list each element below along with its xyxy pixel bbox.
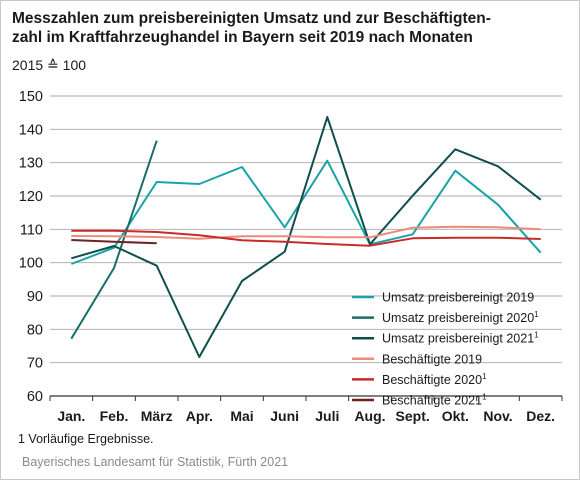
x-tick-label: März — [141, 408, 173, 424]
chart-title: Messzahlen zum preisbereinigten Umsatz u… — [12, 9, 572, 47]
y-tick-label: 60 — [27, 389, 43, 405]
y-tick-label: 120 — [19, 189, 43, 205]
y-tick-label: 150 — [19, 89, 43, 105]
x-tick-label: Okt. — [442, 408, 469, 424]
legend-label: Beschäftigte 20201 — [382, 372, 487, 387]
y-tick-label: 90 — [27, 289, 43, 305]
x-tick-label: Aug. — [354, 408, 385, 424]
y-tick-label: 80 — [27, 322, 43, 338]
footnote: 1 Vorläufige Ergebnisse. — [18, 432, 154, 446]
y-tick-label: 100 — [19, 256, 43, 272]
y-tick-label: 110 — [20, 222, 43, 238]
x-tick-label: Dez. — [526, 408, 555, 424]
series-line — [71, 116, 542, 358]
y-tick-label: 130 — [19, 156, 43, 172]
legend-label: Umsatz preisbereinigt 2019 — [382, 291, 534, 305]
x-tick-label: Apr. — [186, 408, 213, 424]
x-tick-label: Juni — [270, 408, 299, 424]
source-note: Bayerisches Landesamt für Statistik, Für… — [22, 455, 289, 469]
legend-label: Umsatz preisbereinigt 20211 — [382, 331, 539, 346]
chart-subtitle: 2015 ≙ 100 — [12, 57, 87, 73]
y-tick-label: 70 — [27, 356, 43, 372]
series-line — [70, 140, 158, 340]
x-tick-label: Juli — [315, 408, 339, 424]
series-line — [71, 229, 541, 247]
x-tick-label: Jan. — [57, 408, 85, 424]
x-tick-label: Sept. — [396, 408, 430, 424]
series-line — [70, 159, 542, 265]
legend-label: Beschäftigte 2019 — [382, 352, 482, 366]
chart-title-line2: zahl im Kraftfahrzeughandel in Bayern se… — [12, 29, 473, 46]
x-tick-label: Feb. — [100, 408, 129, 424]
x-tick-label: Nov. — [483, 408, 512, 424]
series-line — [71, 225, 541, 240]
y-tick-label: 140 — [19, 122, 43, 138]
x-tick-label: Mai — [230, 408, 253, 424]
chart-title-line1: Messzahlen zum preisbereinigten Umsatz u… — [12, 10, 491, 27]
legend-label: Beschäftigte 20211 — [382, 393, 487, 408]
legend-label: Umsatz preisbereinigt 20201 — [382, 310, 539, 325]
series-line — [71, 239, 157, 245]
